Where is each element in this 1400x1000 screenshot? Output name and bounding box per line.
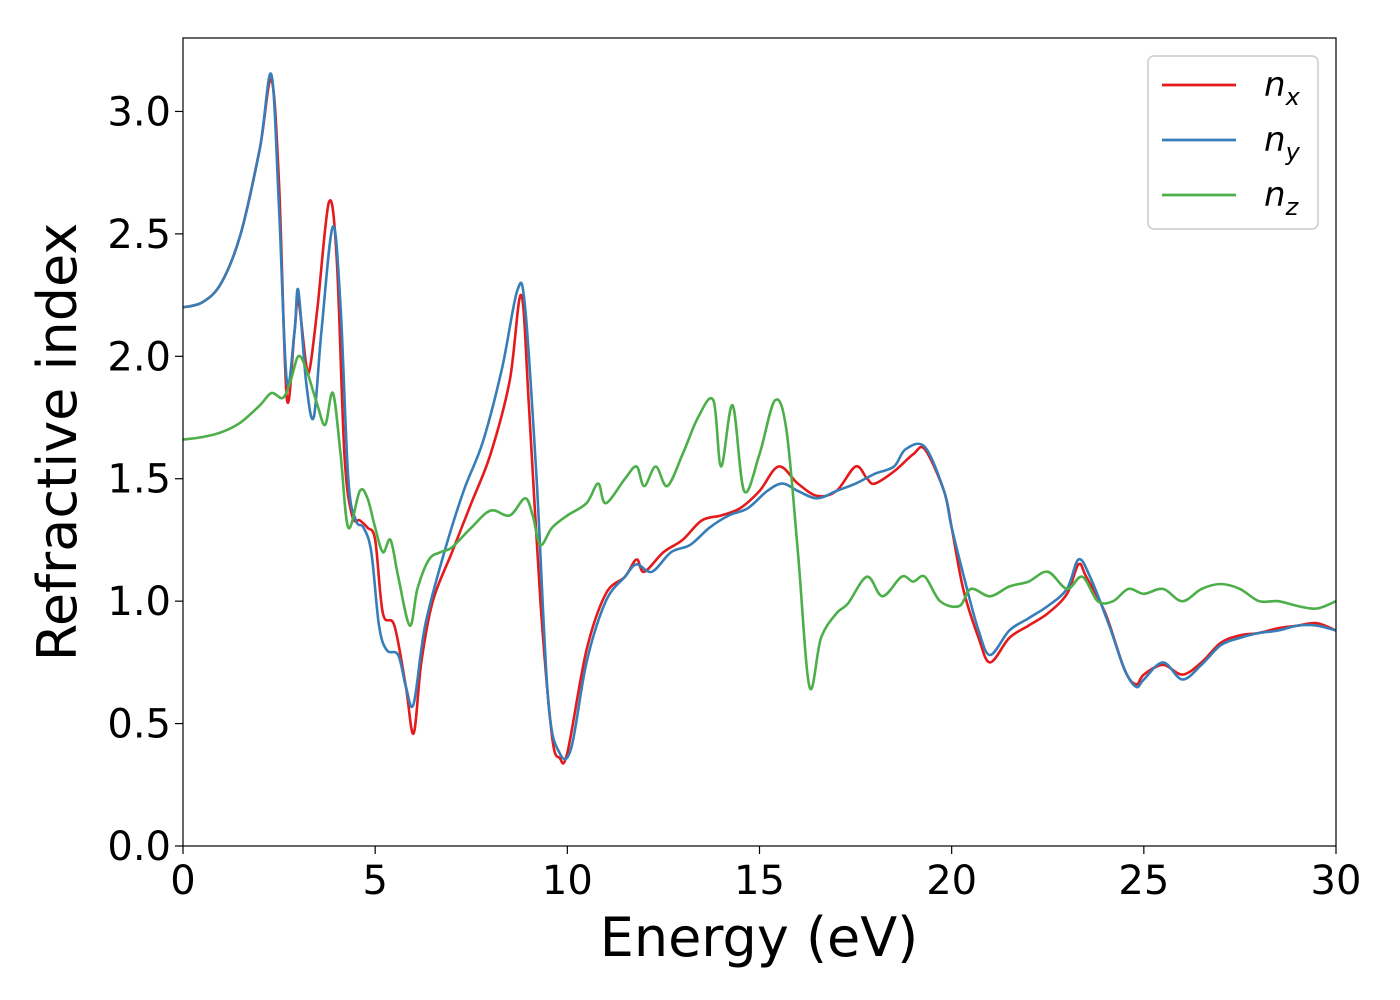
- series-layer: [182, 72, 1337, 765]
- y-tick-label: 0.5: [107, 702, 171, 748]
- y-tick-label: 1.0: [107, 579, 171, 625]
- y-tick-label: 2.5: [107, 212, 171, 258]
- y-tick-label: 2.0: [107, 334, 171, 380]
- y-axis-title: Refractive index: [26, 223, 89, 662]
- x-tick-label: 25: [1118, 858, 1169, 904]
- series-line-ny: [182, 72, 1337, 761]
- legend-label-nx: nx: [1264, 65, 1301, 111]
- x-tick-label: 15: [734, 858, 785, 904]
- y-tick-label: 3.0: [107, 89, 171, 135]
- legend-label-ny: ny: [1264, 120, 1301, 166]
- legend-label-nz: nz: [1264, 175, 1300, 221]
- y-axis-ticks: 0.0 0.5 1.0 1.5 2.0 2.5 3.0: [107, 89, 183, 870]
- y-tick-label: 1.5: [107, 457, 171, 503]
- x-axis-title: Energy (eV): [600, 906, 919, 969]
- x-tick-label: 30: [1311, 858, 1362, 904]
- x-tick-label: 10: [542, 858, 593, 904]
- x-tick-label: 20: [926, 858, 977, 904]
- series-line-nz: [182, 354, 1337, 691]
- x-axis-ticks: 0 5 10 15 20 25 30: [170, 846, 1361, 904]
- x-tick-label: 5: [362, 858, 387, 904]
- legend-box: [1147, 55, 1319, 230]
- y-tick-label: 0.0: [107, 824, 171, 870]
- legend: nx ny nz: [1147, 55, 1319, 230]
- x-tick-label: 0: [170, 858, 195, 904]
